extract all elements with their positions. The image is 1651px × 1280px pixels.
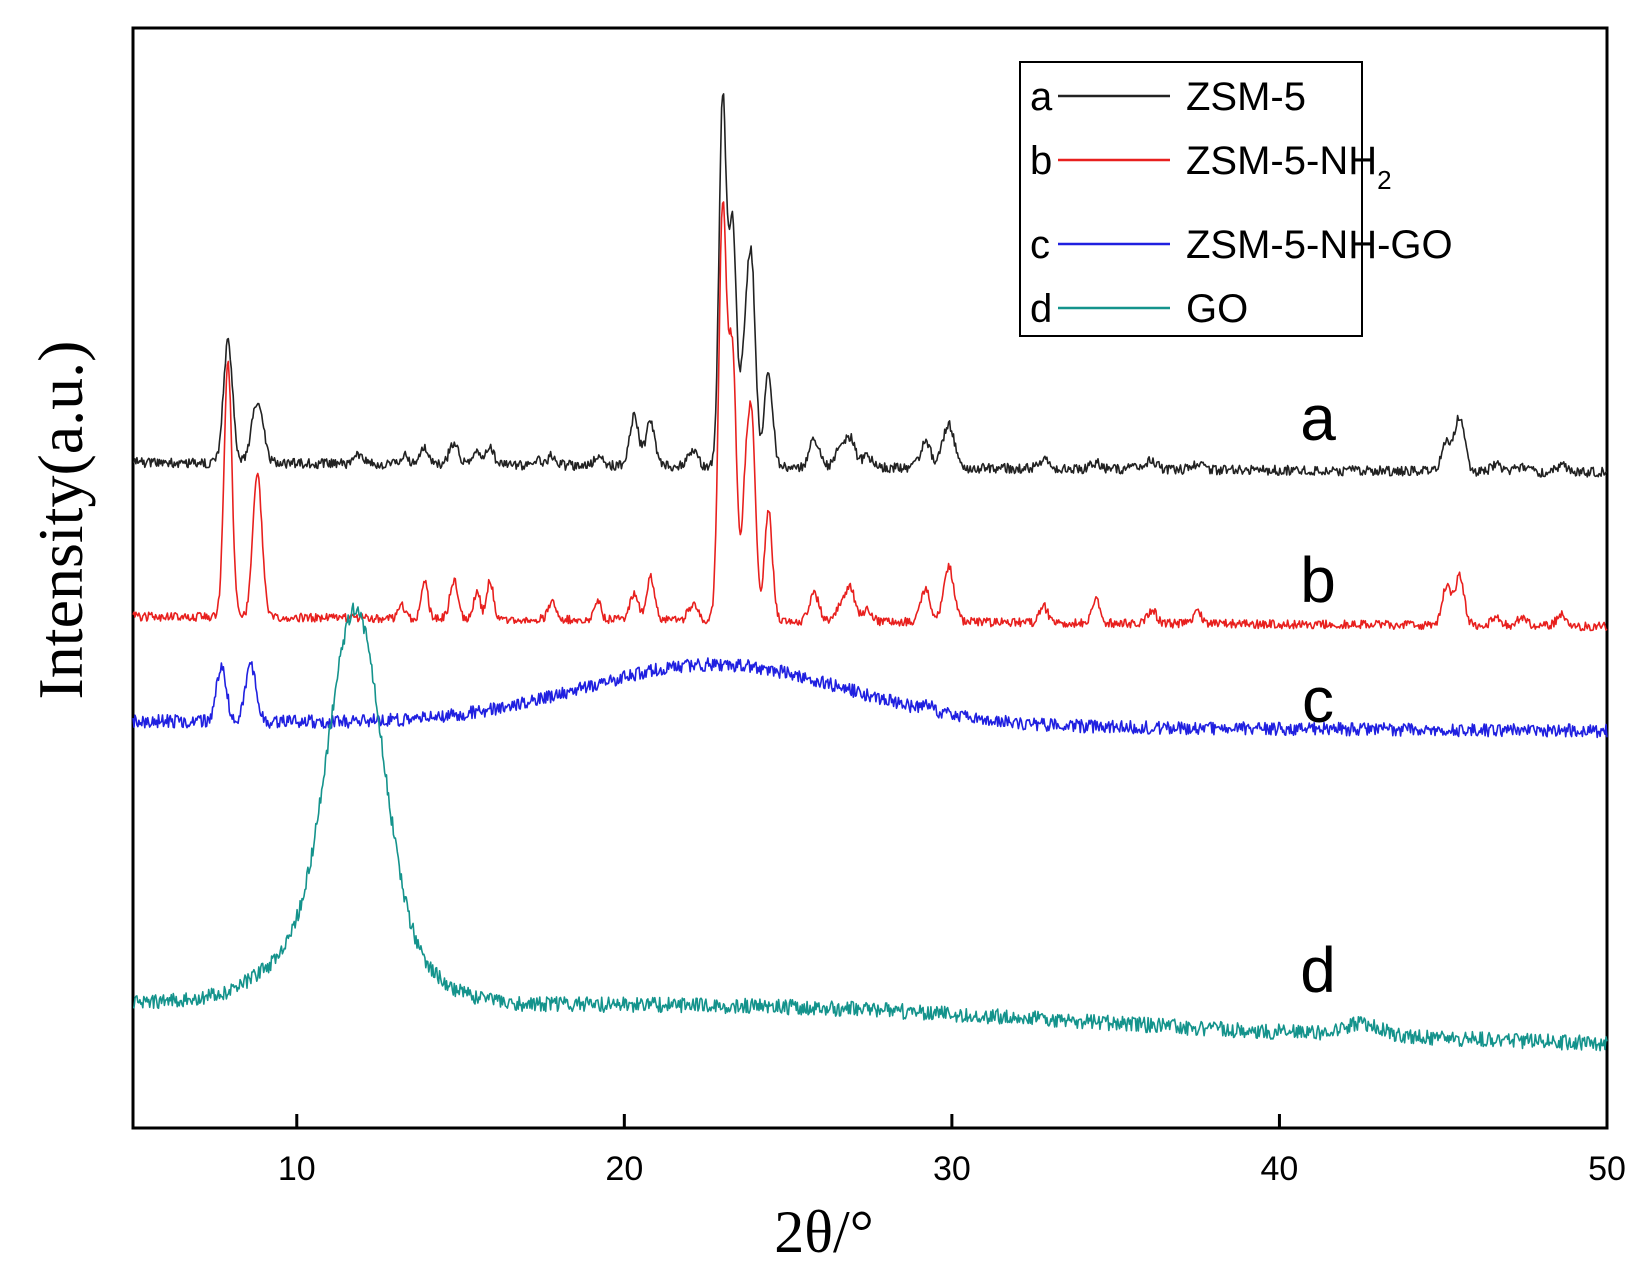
legend-box [1019, 61, 1363, 337]
legend-letter-c: c [1030, 223, 1050, 267]
legend-label-d: GO [1186, 287, 1248, 331]
series-line-b [132, 201, 1608, 632]
x-tick-label: 40 [1261, 1150, 1299, 1188]
curve-labels: a bc d [1300, 382, 1336, 1006]
legend-label-a: ZSM-5 [1186, 75, 1306, 119]
curve-label-b: b [1300, 544, 1336, 616]
y-axis-title: Intensity(a.u.) [25, 341, 96, 700]
legend-label-c: ZSM-5-NH-GO [1186, 223, 1453, 267]
x-tick-label: 30 [933, 1150, 971, 1188]
x-tick-label: 50 [1588, 1150, 1626, 1188]
legend-label-b: ZSM-5-NH2 [1186, 139, 1392, 195]
legend-letter-d: d [1030, 287, 1052, 331]
legend-letter-b: b [1030, 139, 1052, 183]
plot-frame [131, 26, 1609, 1130]
x-axis-title: 2θ/° [774, 1199, 873, 1265]
curve-label-c: c [1302, 664, 1334, 736]
series-layer [132, 93, 1608, 1052]
series-line-c [132, 657, 1608, 739]
curve-label-d: d [1300, 934, 1336, 1006]
curve-label-a: a [1300, 382, 1336, 454]
legend-letter-a: a [1030, 75, 1053, 119]
legend-entries: a ZSM-5 b ZSM-5-NH2 c ZSM-5-NH-GO d GO [1030, 75, 1453, 331]
x-tick-label: 20 [605, 1150, 643, 1188]
legend: a ZSM-5 b ZSM-5-NH2 c ZSM-5-NH-GO d GO [1019, 61, 1453, 337]
series-line-d [133, 602, 1608, 1052]
series-line-a [132, 93, 1608, 478]
x-tick-label: 10 [278, 1150, 316, 1188]
x-axis-ticks: 10 20 30 40 50 [278, 1114, 1626, 1188]
